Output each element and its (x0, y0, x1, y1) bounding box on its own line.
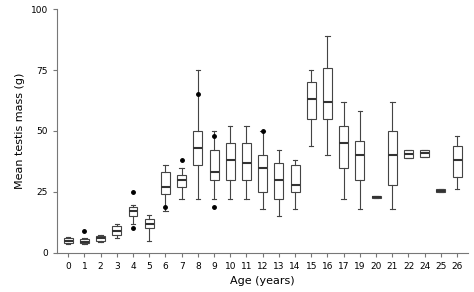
PathPatch shape (339, 126, 348, 168)
PathPatch shape (404, 150, 413, 158)
PathPatch shape (193, 131, 202, 165)
PathPatch shape (64, 238, 73, 243)
PathPatch shape (96, 236, 105, 241)
PathPatch shape (80, 239, 89, 243)
PathPatch shape (437, 190, 446, 192)
X-axis label: Age (years): Age (years) (230, 277, 295, 286)
PathPatch shape (307, 82, 316, 119)
PathPatch shape (112, 226, 121, 234)
PathPatch shape (274, 163, 283, 199)
Y-axis label: Mean testis mass (g): Mean testis mass (g) (15, 73, 25, 189)
PathPatch shape (356, 141, 365, 180)
PathPatch shape (453, 146, 462, 177)
PathPatch shape (258, 155, 267, 192)
PathPatch shape (323, 67, 332, 119)
PathPatch shape (372, 196, 381, 198)
PathPatch shape (210, 150, 219, 180)
PathPatch shape (128, 206, 137, 216)
PathPatch shape (177, 175, 186, 187)
PathPatch shape (388, 131, 397, 185)
PathPatch shape (242, 143, 251, 180)
PathPatch shape (226, 143, 235, 180)
PathPatch shape (145, 219, 154, 228)
PathPatch shape (161, 172, 170, 194)
PathPatch shape (291, 165, 300, 192)
PathPatch shape (420, 150, 429, 157)
